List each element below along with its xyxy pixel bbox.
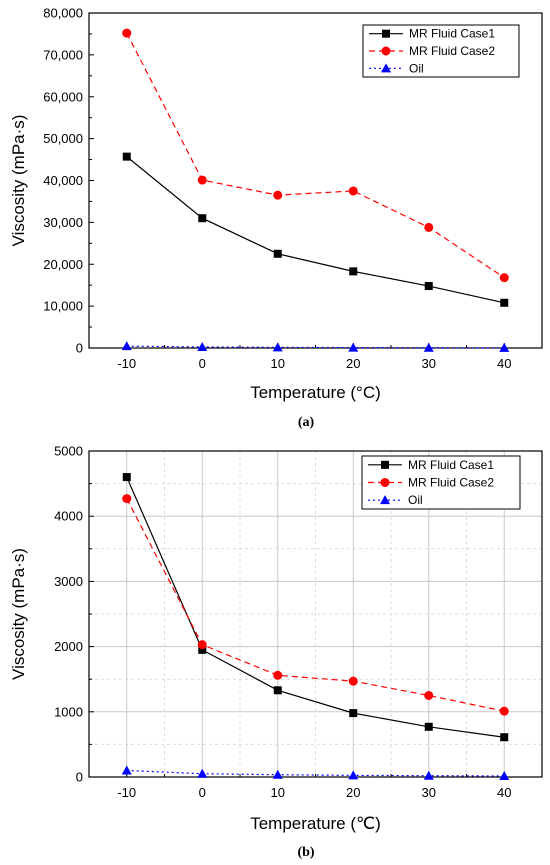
chart-b-legend-marker-1 bbox=[380, 478, 390, 487]
chart-a-x-tick-label-3: 20 bbox=[346, 356, 360, 371]
chart-b-series-2-point-1 bbox=[197, 768, 208, 778]
chart-b-legend-label-2: Oil bbox=[408, 493, 423, 507]
chart-a-x-tick-label-1: 0 bbox=[199, 356, 206, 371]
chart-b-x-axis-title: Temperature (℃) bbox=[250, 814, 381, 833]
chart-a-x-tick-label-4: 30 bbox=[422, 356, 436, 371]
caption-b: (b) bbox=[297, 845, 314, 860]
chart-a-series-0-point-4 bbox=[424, 282, 433, 291]
chart-b-y-tick-label-4: 4000 bbox=[54, 509, 83, 524]
chart-b-series-1-point-4 bbox=[424, 691, 434, 700]
chart-b-legend-marker-0 bbox=[381, 460, 389, 469]
chart-b: 0 1000 2000 3000 4000 5000 -10 0 10 20 30 40 Tempera… bbox=[9, 444, 543, 833]
chart-b-series-2 bbox=[121, 765, 510, 781]
chart-a-y-tick-label-3: 30,000 bbox=[43, 215, 83, 230]
chart-a-y-tick-label-5: 50,000 bbox=[43, 131, 83, 146]
chart-a-x-axis-title: Temperature (°C) bbox=[250, 383, 381, 402]
chart-a-y-tick-label-8: 80,000 bbox=[43, 6, 83, 21]
chart-b-series-2-point-2 bbox=[272, 769, 283, 779]
chart-a-series-0-point-2 bbox=[273, 249, 282, 258]
chart-b-series-1-point-3 bbox=[348, 676, 358, 686]
chart-b-series-2-point-0 bbox=[121, 765, 132, 775]
chart-b-series-1-line bbox=[126, 498, 505, 712]
chart-b-series-2-point-3 bbox=[348, 770, 359, 780]
chart-a-legend: MR Fluid Case1 MR Fluid Case2 Oil bbox=[362, 24, 520, 78]
chart-a-series-2-point-2 bbox=[272, 342, 283, 352]
chart-a-series-0-point-5 bbox=[500, 298, 509, 307]
chart-b-x-tick-label-0: -10 bbox=[117, 785, 136, 800]
chart-b-series-1-point-1 bbox=[197, 640, 207, 650]
chart-a: 0 10,000 20,000 30,000 40,000 50,000 60,000 70,… bbox=[9, 6, 543, 402]
chart-a-series-2-point-0 bbox=[121, 341, 132, 351]
chart-a-series-0 bbox=[122, 152, 509, 307]
chart-a-y-tick-label-1: 10,000 bbox=[43, 299, 83, 314]
chart-b-series-1 bbox=[122, 494, 509, 716]
chart-b-series-0-point-2 bbox=[273, 686, 282, 695]
chart-b-series-2-point-5 bbox=[499, 771, 510, 781]
chart-a-series-2-point-1 bbox=[197, 341, 208, 351]
chart-a-x-tick-label-2: 10 bbox=[271, 356, 285, 371]
chart-b-y-tick-label-3: 3000 bbox=[54, 574, 83, 589]
chart-a-series-0-point-1 bbox=[198, 214, 207, 223]
chart-b-x-tick-label-4: 30 bbox=[422, 785, 436, 800]
chart-a-y-tick-label-0: 0 bbox=[76, 341, 83, 356]
chart-a-series-2 bbox=[121, 341, 510, 352]
chart-b-series-0 bbox=[122, 473, 509, 742]
chart-a-series-0-point-0 bbox=[122, 152, 131, 161]
caption-a: (a) bbox=[298, 415, 315, 430]
chart-b-legend-label-0: MR Fluid Case1 bbox=[408, 458, 494, 472]
chart-a-x-tick-label-5: 40 bbox=[497, 356, 511, 371]
chart-a-series-1-line bbox=[126, 32, 505, 279]
chart-a-legend-label-1: MR Fluid Case2 bbox=[409, 44, 495, 58]
chart-a-y-tick-label-2: 20,000 bbox=[43, 257, 83, 272]
chart-b-legend-label-1: MR Fluid Case2 bbox=[408, 476, 494, 490]
chart-b-series-1-point-5 bbox=[499, 706, 509, 716]
chart-b-series-0-point-5 bbox=[500, 733, 509, 742]
chart-a-series-1-point-1 bbox=[197, 175, 207, 185]
chart-a-series-1-point-2 bbox=[273, 190, 283, 200]
chart-a-y-tick-label-6: 60,000 bbox=[43, 89, 83, 104]
chart-b-series-2-point-4 bbox=[423, 770, 434, 780]
chart-a-legend-label-2: Oil bbox=[409, 61, 424, 75]
chart-b-x-tick-label-2: 10 bbox=[271, 785, 285, 800]
chart-a-series-1 bbox=[122, 28, 509, 283]
chart-a-series-0-line bbox=[126, 156, 505, 304]
chart-a-y-tick-label-7: 70,000 bbox=[43, 47, 83, 62]
chart-a-legend-marker-0 bbox=[382, 29, 390, 38]
chart-b-legend-marker-2 bbox=[380, 495, 390, 505]
chart-a-y-axis-title: Viscosity (mPa·s) bbox=[9, 115, 28, 247]
chart-b-series-1-point-0 bbox=[122, 494, 132, 504]
chart-a-series-1-point-0 bbox=[122, 28, 132, 38]
chart-b-y-tick-label-5: 5000 bbox=[54, 444, 83, 459]
chart-a-series-2-point-3 bbox=[348, 342, 359, 352]
chart-a-legend-label-0: MR Fluid Case1 bbox=[409, 27, 495, 41]
chart-b-y-tick-label-2: 2000 bbox=[54, 639, 83, 654]
chart-b-legend: MR Fluid Case1 MR Fluid Case2 Oil bbox=[361, 455, 521, 510]
chart-a-series-0-point-3 bbox=[349, 267, 358, 276]
chart-b-series-1-point-2 bbox=[273, 670, 283, 680]
chart-b-series-0-point-1 bbox=[198, 645, 207, 654]
chart-b-y-axis-title: Viscosity (mPa·s) bbox=[9, 548, 28, 680]
chart-b-y-tick-label-1: 1000 bbox=[54, 704, 83, 719]
chart-b-series-0-point-3 bbox=[349, 709, 358, 718]
chart-a-y-tick-label-4: 40,000 bbox=[43, 173, 83, 188]
chart-a-series-1-point-4 bbox=[424, 222, 434, 232]
chart-b-x-tick-label-3: 20 bbox=[346, 785, 360, 800]
chart-b-series-0-point-4 bbox=[424, 722, 433, 731]
chart-b-x-tick-label-1: 0 bbox=[199, 785, 206, 800]
chart-a-legend-marker-2 bbox=[381, 63, 391, 73]
chart-a-series-1-point-5 bbox=[499, 273, 509, 283]
chart-b-y-tick-label-0: 0 bbox=[76, 770, 83, 785]
chart-b-x-tick-label-5: 40 bbox=[497, 785, 511, 800]
chart-b-series-0-line bbox=[126, 476, 505, 738]
chart-a-series-2-point-5 bbox=[499, 342, 510, 352]
chart-a-legend-marker-1 bbox=[381, 46, 391, 56]
chart-a-x-tick-label-0: -10 bbox=[117, 356, 136, 371]
chart-a-series-1-point-3 bbox=[348, 186, 358, 196]
chart-b-series-0-point-0 bbox=[122, 473, 131, 482]
chart-a-series-2-point-4 bbox=[423, 342, 434, 352]
